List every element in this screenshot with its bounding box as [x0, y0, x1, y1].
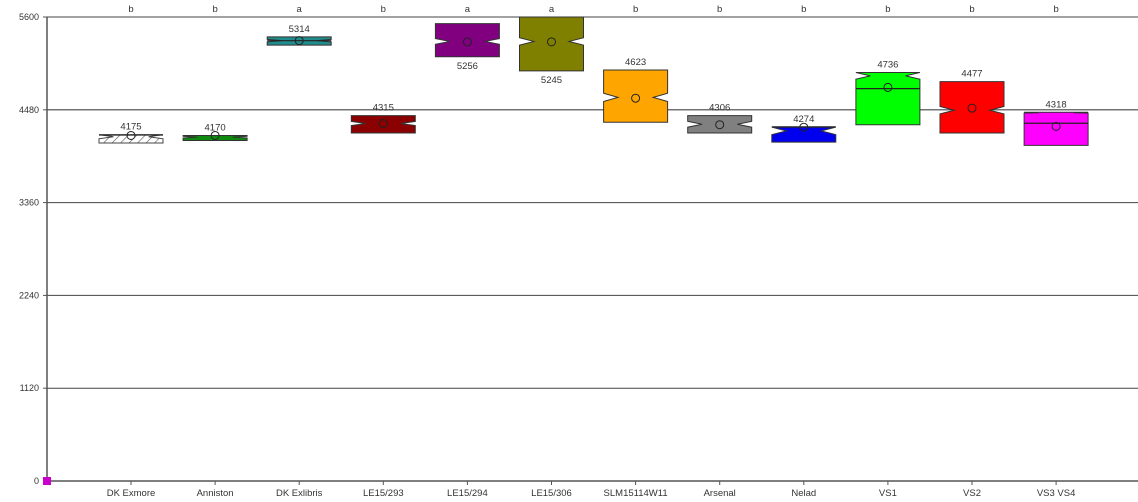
x-tick-label: Anniston [197, 488, 234, 499]
group-letter: a [297, 4, 303, 15]
x-tick-label: Arsenal [704, 488, 736, 499]
median-value-label: 5256 [457, 61, 478, 72]
x-tick-label: VS3 VS4 [1037, 488, 1076, 499]
box-0 [98, 134, 164, 144]
mean-marker [631, 93, 641, 103]
median-value-label: 4306 [709, 103, 730, 114]
y-tick-label: 1120 [20, 383, 39, 393]
mean-marker [547, 37, 556, 47]
median-value-label: 4175 [120, 122, 141, 133]
mean-marker [883, 82, 893, 92]
box-3 [350, 115, 416, 134]
y-tick-label: 5600 [19, 12, 39, 22]
box-7 [687, 115, 753, 134]
box-8 [771, 126, 837, 143]
mean-marker [967, 103, 977, 113]
group-letter: b [381, 4, 386, 15]
x-tick-label: VS2 [963, 488, 981, 499]
y-axis-ticks: 0 1120 2240 3360 4480 5600 [19, 12, 47, 486]
x-tick-label: DK Exmore [107, 488, 156, 499]
mean-marker [1051, 121, 1061, 131]
group-letter: b [1053, 4, 1058, 15]
group-letter: b [885, 4, 890, 15]
x-tick-label: SLM15114W11 [604, 488, 668, 499]
x-tick-label: LE15/294 [447, 488, 488, 499]
median-value-label: 4170 [205, 122, 226, 133]
mean-marker [715, 120, 725, 130]
x-tick-label: Nelad [791, 488, 816, 499]
median-value-label: 5314 [289, 24, 310, 35]
y-tick-label: 0 [34, 476, 39, 486]
box-6 [603, 69, 669, 123]
group-letter: b [969, 4, 974, 15]
x-tick-label: DK Exlibris [276, 488, 323, 499]
mean-marker [799, 122, 809, 132]
x-tick-label: LE15/306 [531, 488, 572, 499]
x-tick-label: VS1 [879, 488, 897, 499]
labels: DK Exmore b 4175 Anniston b 4170 DK Exlibris a 5… [107, 4, 1076, 499]
median-value-label: 4274 [793, 114, 814, 125]
box-4 [434, 23, 500, 58]
median-value-label: 4315 [373, 103, 394, 114]
group-letter: b [212, 4, 217, 15]
box-1 [182, 134, 248, 141]
mean-marker [126, 130, 136, 140]
y-tick-label: 4480 [19, 105, 39, 115]
group-letter: b [633, 4, 638, 15]
median-value-label: 5245 [541, 75, 562, 86]
x-tick-label: LE15/293 [363, 488, 404, 499]
y-tick-label: 3360 [19, 198, 39, 208]
y-tick-label: 2240 [19, 290, 39, 300]
mean-marker [210, 130, 220, 140]
mean-marker [462, 37, 472, 47]
median-value-label: 4736 [877, 60, 898, 71]
origin-marker [43, 477, 51, 485]
median-value-label: 4477 [961, 69, 982, 80]
group-letter: a [549, 4, 555, 15]
mean-marker [294, 36, 304, 46]
median-value-label: 4318 [1046, 99, 1067, 110]
grid-lines [47, 16, 1138, 482]
box-11 [1023, 111, 1089, 146]
group-letter: b [801, 4, 806, 15]
mean-marker [378, 118, 388, 128]
median-value-label: 4623 [625, 57, 646, 68]
group-letter: a [465, 4, 471, 15]
boxes [98, 16, 1089, 146]
group-letter: b [128, 4, 133, 15]
box-9 [855, 72, 921, 126]
group-letter: b [717, 4, 722, 15]
box-10 [939, 81, 1005, 134]
box-5 [519, 16, 584, 72]
